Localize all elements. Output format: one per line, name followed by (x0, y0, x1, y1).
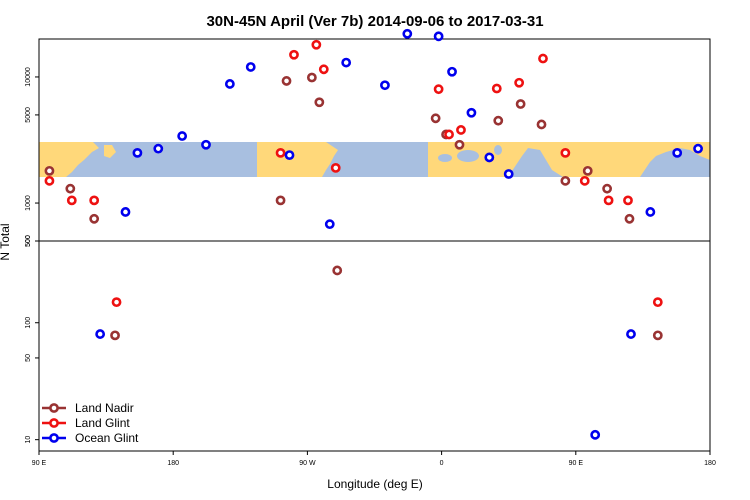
point-0-8 (332, 265, 343, 276)
upper-y-tick-label-0: 500 (25, 235, 32, 247)
point-1-7 (318, 64, 329, 75)
point-1-6 (311, 39, 322, 50)
point-0-9 (430, 113, 441, 124)
point-0-1 (65, 183, 76, 194)
point-0-17 (602, 183, 613, 194)
point-1-9 (433, 84, 444, 95)
point-0-18 (624, 213, 635, 224)
plot-frames (38, 38, 711, 452)
point-2-21 (672, 147, 683, 158)
upper-y-tick-label-2: 5000 (25, 107, 32, 123)
point-0-4 (275, 195, 286, 206)
point-0-15 (560, 175, 571, 186)
point-2-19 (626, 329, 636, 339)
legend-label-0: Land Nadir (75, 401, 134, 415)
y-axis-label: N Total (0, 223, 12, 260)
point-2-9 (324, 219, 335, 230)
legend-marker-0 (49, 403, 59, 413)
map-sea (438, 154, 452, 162)
point-1-19 (652, 297, 663, 308)
point-1-14 (538, 53, 548, 64)
x-tick-label-3: 0 (440, 460, 444, 467)
point-2-12 (402, 28, 413, 39)
point-1-8 (330, 162, 341, 173)
x-tick-label-4: 90 E (569, 460, 584, 467)
point-1-17 (603, 195, 614, 206)
point-1-5 (289, 49, 299, 60)
x-axis-label: Longitude (deg E) (327, 477, 422, 491)
point-2-17 (503, 169, 514, 179)
point-1-0 (44, 175, 55, 186)
legend-marker-1 (49, 418, 59, 428)
point-2-11 (380, 80, 390, 91)
chart-title: 30N-45N April (Ver 7b) 2014-09-06 to 201… (206, 13, 543, 30)
point-0-6 (306, 72, 317, 83)
data-points (44, 28, 703, 440)
point-2-8 (284, 150, 295, 161)
x-tick-label-1: 180 (167, 460, 179, 467)
point-2-4 (177, 131, 188, 141)
point-1-18 (623, 195, 633, 206)
point-1-13 (514, 77, 525, 88)
point-0-2 (89, 213, 100, 224)
legend-marker-2 (49, 433, 59, 443)
map-land-0 (39, 142, 99, 177)
point-0-0 (44, 165, 55, 176)
point-1-4 (275, 147, 286, 158)
point-2-16 (484, 152, 495, 163)
point-0-13 (515, 99, 526, 109)
point-1-3 (111, 297, 122, 308)
lower-y-tick-label-1: 50 (25, 354, 32, 362)
point-0-16 (582, 165, 593, 176)
point-1-11 (456, 125, 466, 135)
x-tick-label-5: 180 (704, 460, 716, 467)
point-2-22 (693, 143, 703, 154)
lower-y-tick-label-2: 100 (25, 317, 32, 329)
point-0-14 (536, 119, 547, 130)
point-2-1 (120, 207, 131, 217)
point-0-12 (493, 115, 504, 126)
map-caspian (494, 145, 502, 155)
legend-label-1: Land Glint (75, 416, 130, 430)
point-1-1 (66, 195, 77, 206)
point-2-13 (433, 31, 444, 42)
lower-y-tick-label-0: 10 (25, 436, 32, 444)
point-0-19 (652, 330, 663, 341)
lower-y-tick-label-3: 500 (25, 235, 32, 247)
point-0-11 (454, 139, 465, 150)
point-2-3 (153, 143, 164, 154)
legend-label-2: Ocean Glint (75, 431, 139, 445)
point-0-3 (110, 330, 120, 341)
point-1-10 (444, 129, 454, 140)
axes: 90 E 180 90 W 0 90 E 180 500 1000 5000 10000 10 50 1… (25, 67, 716, 467)
point-1-16 (579, 175, 590, 186)
point-0-5 (281, 76, 292, 86)
map-land-1 (104, 145, 116, 158)
map-mediterranean (457, 150, 479, 162)
point-0-7 (314, 97, 325, 108)
upper-y-tick-label-3: 10000 (25, 67, 32, 87)
point-2-18 (590, 429, 601, 440)
x-tick-label-2: 90 W (299, 460, 316, 467)
world-map-band (39, 142, 710, 177)
point-2-0 (95, 329, 106, 339)
point-2-20 (645, 207, 656, 217)
point-1-12 (491, 83, 502, 94)
point-2-5 (201, 139, 211, 150)
upper-y-tick-label-1: 1000 (25, 195, 32, 211)
plot-border (38, 38, 711, 452)
point-2-14 (447, 66, 457, 77)
point-2-10 (341, 57, 352, 68)
x-tick-label-0: 90 E (32, 460, 47, 467)
point-2-6 (224, 79, 235, 89)
point-1-15 (560, 147, 571, 158)
point-2-15 (466, 107, 477, 118)
point-2-7 (245, 62, 256, 72)
point-2-2 (132, 147, 143, 158)
point-1-2 (89, 195, 100, 206)
